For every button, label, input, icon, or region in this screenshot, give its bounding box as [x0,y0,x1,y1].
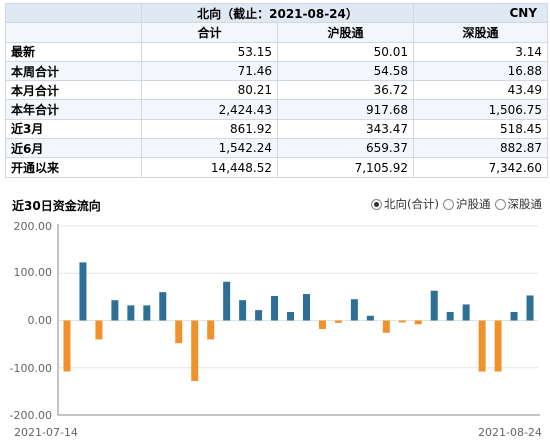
bar[interactable] [462,304,470,321]
table-row: 近6月 1,542.24 659.37 882.87 [5,138,549,159]
northbound-flow-table: 北向（截止：2021-08-24） CNY 合计 沪股通 深股通 最新 53.1… [5,2,549,178]
fund-flow-bar-chart: 200.00 100.00 0.00 -100.00 -200.00 2021-… [10,220,542,439]
bar[interactable] [510,312,518,321]
y-tick-label: 100.00 [14,266,53,279]
header-total: 合计 [141,22,278,43]
cell-shenzhen: 1,506.75 [413,99,549,120]
bar[interactable] [175,320,183,344]
table-title-row: 北向（截止：2021-08-24） CNY [5,2,549,24]
bar[interactable] [239,300,247,321]
header-shanghai-connect: 沪股通 [276,22,415,43]
table-header-row: 合计 沪股通 深股通 [5,22,549,43]
radio-option-total[interactable]: 北向(合计) [371,196,439,212]
radio-label: 深股通 [507,197,543,211]
cell-shanghai: 7,105.92 [276,157,415,178]
bar[interactable] [526,295,534,321]
x-tick-label-end: 2021-08-24 [478,426,542,439]
x-tick-label-start: 2021-07-14 [14,426,78,439]
radio-icon[interactable] [494,198,506,210]
cell-total: 80.21 [141,80,278,101]
row-label: 本周合计 [5,60,142,82]
row-label: 近3月 [5,118,142,140]
cell-shanghai: 54.58 [276,60,415,82]
table-row: 近3月 861.92 343.47 518.45 [5,118,549,140]
cell-shanghai: 659.37 [276,138,415,159]
radio-option-shenzhen[interactable]: 深股通 [494,196,543,212]
bar[interactable] [382,320,390,333]
header-blank-cell [5,22,142,43]
bar[interactable] [318,320,326,330]
table-row: 本年合计 2,424.43 917.68 1,506.75 [5,99,549,120]
cell-total: 2,424.43 [141,99,278,120]
series-selector: 北向(合计) 沪股通 深股通 [371,196,542,212]
y-tick-label: -200.00 [10,409,52,422]
radio-label: 沪股通 [456,197,491,211]
y-axis: 200.00 100.00 0.00 -100.00 -200.00 [10,220,52,422]
cell-shenzhen: 43.49 [413,80,549,101]
cell-shanghai: 36.72 [276,80,415,101]
cell-shenzhen: 882.87 [413,138,549,159]
radio-label: 北向(合计) [384,197,439,211]
y-tick-label: -100.00 [10,362,52,375]
bar[interactable] [127,305,135,321]
bar[interactable] [271,295,279,321]
bar[interactable] [111,300,119,321]
row-label: 最新 [5,41,142,62]
cell-shanghai: 343.47 [276,118,415,140]
cell-total: 1,542.24 [141,138,278,159]
radio-option-shanghai[interactable]: 沪股通 [443,196,491,212]
bar[interactable] [478,320,486,372]
cell-shanghai: 917.68 [276,99,415,120]
cell-total: 71.46 [141,60,278,82]
row-label: 开通以来 [5,157,142,178]
bar[interactable] [414,320,422,325]
bar[interactable] [143,305,151,321]
table-row: 最新 53.15 50.01 3.14 [5,41,549,62]
chart-title: 近30日资金流向 [12,199,101,213]
bar[interactable] [191,320,199,381]
bar[interactable] [334,320,342,323]
y-tick-label: 200.00 [14,220,53,233]
row-label: 本月合计 [5,80,142,101]
bar[interactable] [287,312,295,321]
cell-shenzhen: 7,342.60 [413,157,549,178]
currency-label: CNY [413,2,549,24]
radio-icon[interactable] [443,198,454,210]
row-label: 近6月 [5,138,142,159]
header-shenzhen-connect: 深股通 [413,22,549,43]
bar[interactable] [398,320,406,323]
cell-shenzhen: 16.88 [413,60,549,82]
bar[interactable] [302,294,310,321]
table-row: 本月合计 80.21 36.72 43.49 [5,80,549,101]
bar[interactable] [79,262,87,321]
bar[interactable] [494,320,502,372]
bar[interactable] [255,310,263,321]
table-row: 本周合计 71.46 54.58 16.88 [5,60,549,82]
cell-total: 14,448.52 [141,157,278,178]
bars [63,262,534,381]
bar[interactable] [207,320,215,340]
bar[interactable] [430,290,438,321]
bar[interactable] [63,320,71,372]
cell-shenzhen: 518.45 [413,118,549,140]
y-tick-label: 0.00 [28,314,53,327]
title-spacer-cell [5,2,142,24]
bar[interactable] [350,299,358,321]
cell-shanghai: 50.01 [276,41,415,62]
cell-total: 861.92 [141,118,278,140]
bar[interactable] [366,315,374,321]
table-title: 北向（截止：2021-08-24） [140,2,415,24]
bar[interactable] [223,281,231,321]
bar[interactable] [95,320,103,340]
radio-selected-icon[interactable] [371,198,383,210]
bar[interactable] [446,312,454,321]
table-row: 开通以来 14,448.52 7,105.92 7,342.60 [5,157,549,178]
cell-shenzhen: 3.14 [413,41,549,62]
cell-total: 53.15 [141,41,278,62]
row-label: 本年合计 [5,99,142,120]
bar[interactable] [159,292,167,321]
